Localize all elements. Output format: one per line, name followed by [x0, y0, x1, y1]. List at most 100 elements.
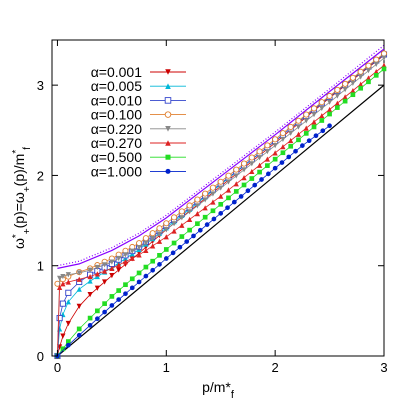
data-point — [150, 267, 156, 273]
data-point — [381, 66, 387, 72]
data-point — [116, 255, 122, 262]
data-point — [211, 216, 217, 222]
data-point — [102, 279, 108, 285]
data-point — [264, 142, 271, 149]
data-point — [129, 255, 135, 261]
data-point — [334, 93, 340, 99]
data-point — [303, 125, 309, 131]
data-point — [194, 203, 200, 209]
data-point — [217, 178, 224, 185]
data-point — [373, 61, 379, 67]
upper-curve — [57, 48, 385, 269]
x-axis-title: p/m*f — [202, 379, 235, 401]
data-point — [381, 55, 387, 61]
data-point — [233, 173, 239, 179]
data-point — [129, 285, 135, 291]
data-point — [319, 113, 325, 119]
data-point — [150, 243, 156, 249]
data-point — [87, 315, 93, 321]
data-point — [272, 136, 279, 143]
data-point — [218, 201, 224, 207]
data-point — [319, 105, 325, 112]
data-point — [320, 128, 326, 134]
data-point — [249, 168, 255, 175]
data-point — [209, 184, 216, 191]
data-point — [238, 194, 244, 199]
data-point — [280, 150, 286, 156]
data-point — [54, 280, 61, 287]
data-point — [296, 137, 301, 143]
data-point — [171, 228, 177, 234]
data-point — [87, 322, 93, 328]
data-point — [129, 248, 135, 254]
data-point — [293, 148, 298, 154]
data-point — [334, 100, 340, 106]
data-point — [65, 279, 71, 285]
series-α=0.270 — [54, 62, 387, 359]
data-point — [109, 294, 115, 299]
data-point — [65, 299, 71, 305]
data-point — [264, 156, 270, 162]
data-point — [265, 163, 270, 168]
reference-line — [57, 84, 385, 357]
data-point — [249, 176, 255, 181]
data-point — [373, 56, 380, 63]
legend: α=0.001α=0.005α=0.010α=0.100α=0.220α=0.2… — [91, 64, 186, 179]
data-point — [123, 291, 128, 297]
data-point — [279, 130, 286, 137]
legend-item: α=0.220 — [91, 121, 186, 137]
data-point — [76, 332, 82, 338]
data-point — [171, 214, 178, 221]
data-point — [163, 227, 169, 233]
data-point — [164, 111, 172, 118]
data-point — [109, 273, 115, 279]
data-point — [179, 222, 185, 228]
data-point — [358, 85, 364, 91]
legend-label: α=0.220 — [91, 121, 143, 137]
data-point — [102, 309, 107, 315]
data-point — [187, 216, 193, 223]
data-point — [311, 119, 317, 125]
data-point — [94, 264, 100, 271]
data-point — [163, 247, 169, 252]
data-point — [94, 273, 100, 280]
data-point — [349, 74, 356, 81]
data-point — [288, 130, 294, 136]
data-point — [327, 111, 332, 117]
data-point — [149, 230, 156, 237]
data-point — [272, 143, 278, 149]
data-point — [109, 303, 115, 308]
data-point — [65, 272, 71, 278]
data-point — [259, 177, 264, 182]
data-point — [350, 92, 356, 98]
data-point — [272, 150, 278, 156]
data-point — [358, 81, 364, 87]
data-point — [170, 250, 176, 256]
data-point — [202, 214, 208, 220]
data-point — [327, 123, 332, 129]
x-tick-label: 3 — [380, 360, 387, 375]
data-point — [342, 80, 349, 87]
data-point — [218, 211, 224, 216]
data-point — [150, 258, 156, 264]
data-point — [311, 112, 317, 118]
data-point — [94, 271, 100, 277]
data-point — [218, 193, 224, 199]
y-tick-label: 3 — [37, 78, 44, 93]
data-point — [143, 264, 149, 270]
data-point — [279, 160, 285, 165]
data-point — [287, 123, 294, 130]
data-point — [225, 205, 230, 211]
data-point — [373, 73, 379, 78]
data-point — [225, 172, 232, 179]
data-point — [295, 117, 302, 124]
data-point — [295, 124, 302, 130]
data-point — [225, 179, 232, 185]
data-point — [303, 111, 310, 118]
data-point — [142, 235, 149, 242]
data-point — [179, 234, 185, 239]
data-point — [136, 252, 142, 258]
data-point — [280, 144, 286, 150]
data-point — [65, 339, 71, 344]
data-point — [94, 285, 100, 291]
